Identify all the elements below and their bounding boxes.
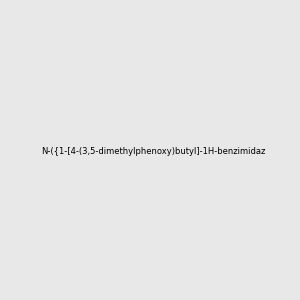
Text: N-({1-[4-(3,5-dimethylphenoxy)butyl]-1H-benzimidaz: N-({1-[4-(3,5-dimethylphenoxy)butyl]-1H-… — [42, 147, 266, 156]
